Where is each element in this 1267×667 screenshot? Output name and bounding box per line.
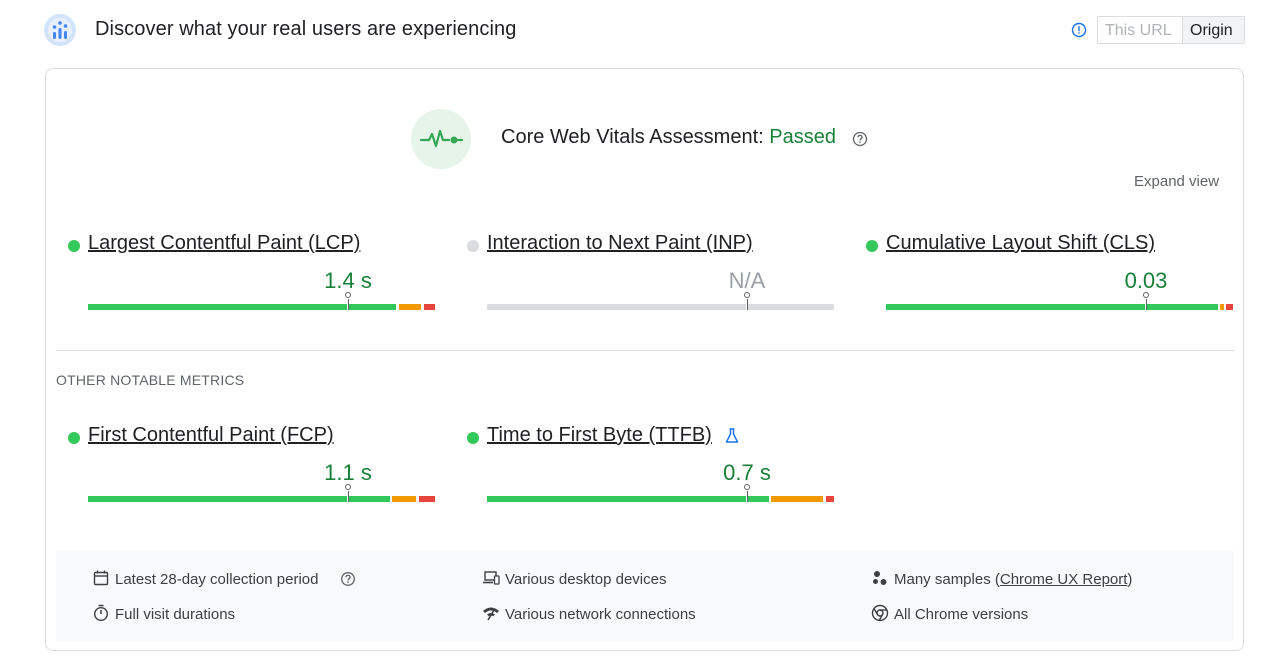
percentile-marker — [744, 292, 750, 298]
status-dot — [68, 240, 80, 252]
footer-text-network: Various network connections — [505, 606, 696, 623]
chrome-icon — [871, 604, 889, 622]
samples-icon — [873, 571, 887, 585]
footer-text-samples: Many samples ( — [894, 571, 1000, 588]
network-icon — [483, 607, 499, 621]
devices-icon — [483, 571, 500, 585]
other-metrics-heading: OTHER NOTABLE METRICS — [56, 372, 245, 388]
expand-view-button[interactable]: Expand view — [1134, 173, 1220, 190]
metric-name-inp[interactable]: Interaction to Next Paint (INP) — [487, 232, 753, 254]
origin-toggle[interactable]: Origin — [1183, 16, 1245, 44]
metric-name-fcp[interactable]: First Contentful Paint (FCP) — [88, 424, 334, 446]
metric-fcp: First Contentful Paint (FCP) 1.1 s — [68, 424, 448, 514]
distribution-bar-fcp — [88, 484, 435, 503]
calendar-icon — [93, 570, 109, 586]
footer-text-period: Latest 28-day collection period — [115, 571, 319, 588]
status-dot — [866, 240, 878, 252]
crux-card — [45, 68, 1244, 651]
assessment-heading: Core Web Vitals Assessment: Passed — [501, 126, 836, 149]
metric-inp: Interaction to Next Paint (INP) N/A — [467, 232, 847, 322]
page-title: Discover what your real users are experi… — [95, 18, 517, 40]
pulse-icon — [419, 129, 464, 148]
vitals-badge — [411, 109, 471, 169]
metric-name-cls[interactable]: Cumulative Layout Shift (CLS) — [886, 232, 1156, 254]
metric-value-inp: N/A — [728, 268, 766, 293]
metric-value-ttfb: 0.7 s — [723, 460, 771, 485]
assessment-status: Passed — [769, 126, 836, 148]
timer-icon — [93, 604, 109, 622]
flask-icon[interactable] — [725, 428, 739, 444]
percentile-marker — [345, 292, 351, 298]
distribution-bar-inp — [487, 292, 834, 311]
status-dot — [467, 432, 479, 444]
percentile-marker — [1143, 292, 1149, 298]
distribution-bar-lcp — [88, 292, 435, 311]
footer-text-devices: Various desktop devices — [505, 571, 667, 588]
footer-text-chrome: All Chrome versions — [894, 606, 1029, 623]
metric-lcp: Largest Contentful Paint (LCP) 1.4 s — [68, 232, 448, 322]
status-dot — [68, 432, 80, 444]
info-icon[interactable] — [1071, 22, 1087, 38]
footer-text-samples-close: ) — [1127, 571, 1133, 588]
metric-ttfb: Time to First Byte (TTFB) 0.7 s — [467, 424, 847, 514]
metric-value-cls: 0.03 — [1124, 268, 1168, 293]
collection-details: Latest 28-day collection period Various … — [56, 551, 1234, 641]
assessment-label: Core Web Vitals Assessment: — [501, 126, 770, 148]
help-icon[interactable] — [340, 571, 356, 587]
metric-name-ttfb[interactable]: Time to First Byte (TTFB) — [487, 424, 712, 446]
crux-logo-icon — [44, 14, 76, 46]
section-divider — [56, 350, 1234, 351]
status-dot — [467, 240, 479, 252]
metric-value-fcp: 1.1 s — [324, 460, 372, 485]
help-icon[interactable] — [852, 131, 868, 147]
metric-cls: Cumulative Layout Shift (CLS) 0.03 — [866, 232, 1246, 322]
metric-value-lcp: 1.4 s — [324, 268, 372, 293]
chrome-ux-report-link[interactable]: Chrome UX Report — [999, 571, 1128, 588]
distribution-bar-cls — [886, 292, 1233, 311]
footer-text-durations: Full visit durations — [115, 606, 236, 623]
percentile-marker — [345, 484, 351, 490]
percentile-marker — [744, 484, 750, 490]
distribution-bar-ttfb — [487, 484, 834, 503]
metric-name-lcp[interactable]: Largest Contentful Paint (LCP) — [88, 232, 361, 254]
this-url-toggle[interactable]: This URL — [1097, 16, 1183, 44]
header: Discover what your real users are experi… — [0, 0, 1267, 62]
